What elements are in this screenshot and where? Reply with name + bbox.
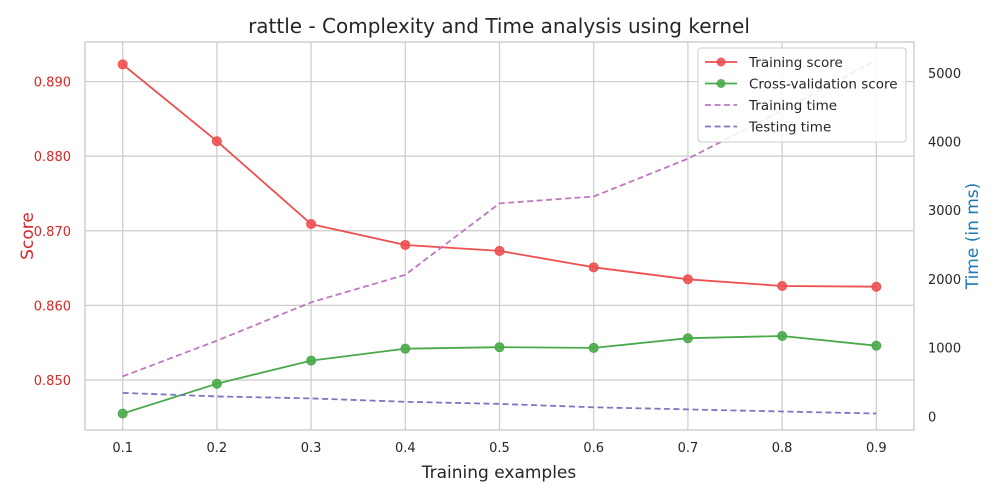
- legend-label-cross-validation-score: Cross-validation score: [749, 77, 898, 93]
- series-line-testing-time: [122, 392, 877, 415]
- data-point-training-score: [400, 239, 411, 250]
- legend: Training score Cross-validation score Trai…: [697, 47, 907, 143]
- left-tick-label: 0.890: [34, 76, 71, 91]
- right-tick-label: 3000: [928, 204, 961, 219]
- x-tick-label: 0.6: [583, 441, 604, 456]
- data-point-cross-validation-score: [588, 342, 599, 353]
- chart-title: rattle - Complexity and Time analysis us…: [248, 14, 750, 38]
- x-tick-label: 0.4: [395, 441, 416, 456]
- x-tick-label: 0.7: [678, 441, 699, 456]
- legend-box: [697, 47, 907, 143]
- left-tick-label: 0.850: [34, 374, 71, 389]
- right-tick-label: 2000: [928, 273, 961, 288]
- data-point-training-score: [211, 136, 222, 147]
- left-tick-label: 0.870: [34, 225, 71, 240]
- data-point-cross-validation-score: [211, 378, 222, 389]
- right-tick-label: 5000: [928, 67, 961, 82]
- data-point-training-score: [871, 281, 882, 292]
- data-point-cross-validation-score: [682, 333, 693, 344]
- x-tick-label: 0.5: [489, 441, 510, 456]
- legend-marker-training-score: [716, 57, 726, 67]
- data-point-training-score: [588, 262, 599, 273]
- left-tick-label: 0.860: [34, 299, 71, 314]
- data-point-cross-validation-score: [400, 343, 411, 354]
- left-tick-label: 0.880: [34, 150, 71, 165]
- x-tick-label: 0.9: [866, 441, 887, 456]
- x-tick-label: 0.8: [772, 441, 793, 456]
- data-point-training-score: [306, 219, 317, 230]
- data-point-training-score: [777, 280, 788, 291]
- data-point-cross-validation-score: [306, 355, 317, 366]
- plot-frame: [84, 41, 915, 431]
- data-point-cross-validation-score: [777, 330, 788, 341]
- legend-marker-cross-validation-score: [716, 79, 726, 88]
- right-tick-label: 1000: [928, 342, 961, 357]
- right-tick-label: 4000: [928, 136, 961, 151]
- x-tick-label: 0.1: [112, 441, 133, 456]
- right-axis-title: Time (in ms): [963, 183, 983, 291]
- legend-label-training-score: Training score: [748, 55, 843, 71]
- data-point-cross-validation-score: [871, 340, 882, 351]
- left-axis-title: Score: [18, 212, 38, 260]
- legend-label-testing-time: Testing time: [748, 120, 831, 136]
- legend-label-training-time: Training time: [748, 98, 837, 114]
- x-tick-label: 0.3: [301, 441, 322, 456]
- data-point-training-score: [494, 245, 505, 256]
- data-point-training-score: [117, 59, 128, 70]
- data-point-cross-validation-score: [494, 342, 505, 353]
- x-tick-label: 0.2: [207, 441, 228, 456]
- right-tick-label: 0: [928, 410, 936, 425]
- data-point-training-score: [682, 274, 693, 285]
- x-axis-title: Training examples: [421, 463, 577, 483]
- tick-labels: 0.1 0.2 0.3 0.4 0.5 0.6 0.7 0.8 0.9 0.850 0.860 0.8…: [34, 67, 961, 456]
- data-point-cross-validation-score: [117, 408, 128, 419]
